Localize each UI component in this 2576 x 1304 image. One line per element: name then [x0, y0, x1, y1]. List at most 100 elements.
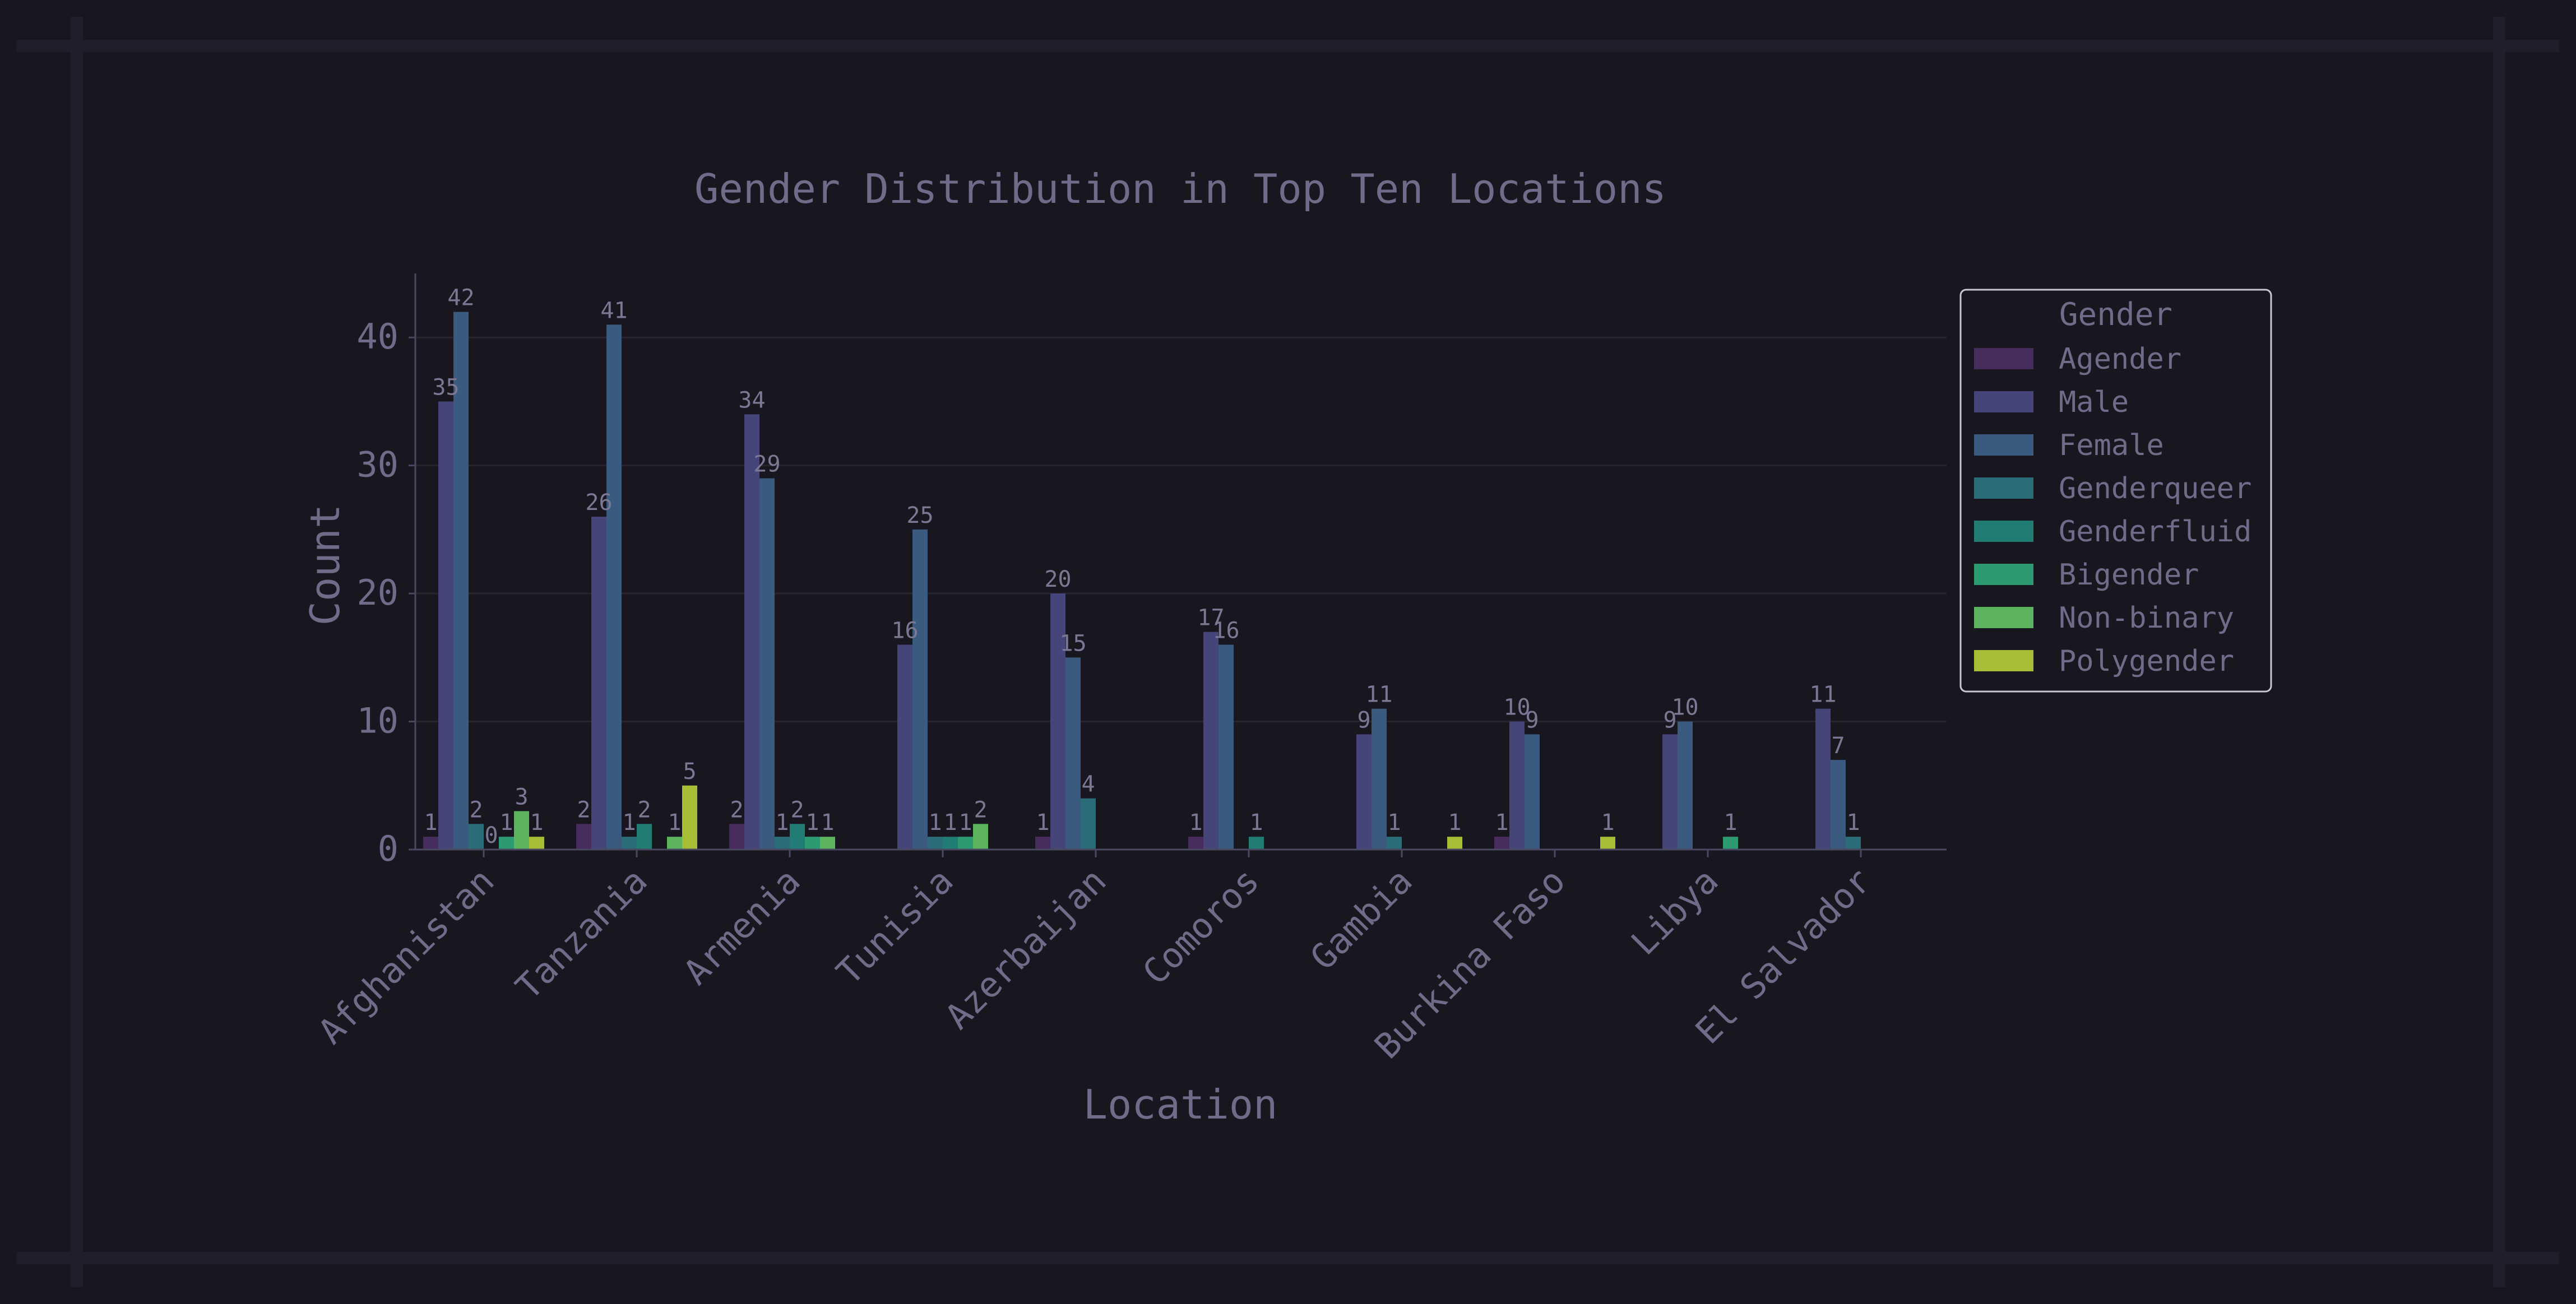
legend-box: [1959, 289, 2272, 693]
data-label: 1: [958, 810, 972, 836]
bar-agender: [423, 837, 438, 850]
data-label: 1: [1601, 810, 1614, 836]
bar-male: [438, 401, 453, 850]
data-label: 1: [1036, 810, 1049, 836]
data-label: 11: [1809, 682, 1836, 708]
bar-non-binary: [973, 824, 988, 850]
bar-male: [897, 644, 912, 850]
data-label: 1: [1723, 810, 1737, 836]
legend: Gender Agender Male Female Genderqueer Gende…: [1959, 289, 2272, 693]
legend-label: Bigender: [2059, 558, 2199, 592]
bars: [423, 312, 1861, 850]
data-label: 16: [891, 618, 918, 643]
y-tick-label: 40: [356, 316, 399, 357]
bar-female: [1065, 657, 1081, 850]
bar-genderfluid: [790, 824, 805, 850]
bar-polygender: [682, 785, 697, 850]
legend-title: Gender: [2059, 296, 2172, 333]
legend-swatch: [1974, 650, 2033, 671]
x-axis-title: Location: [1083, 1081, 1278, 1128]
legend-swatch: [1974, 521, 2033, 542]
data-label: 1: [775, 810, 789, 836]
data-label: 1: [668, 810, 681, 836]
bar-male: [1050, 593, 1065, 850]
data-label: 15: [1059, 630, 1086, 656]
data-label: 1: [1495, 810, 1508, 836]
y-ticks: 0 10 20 30 40: [356, 316, 415, 869]
x-tick-label: Libya: [1623, 860, 1726, 963]
bar-polygender: [1600, 837, 1615, 850]
data-label: 7: [1831, 733, 1845, 759]
data-label: 2: [577, 797, 590, 823]
data-label: 9: [1357, 707, 1370, 733]
bar-female: [606, 324, 622, 850]
x-tick-label: Tunisia: [828, 860, 961, 992]
data-label: 2: [469, 797, 483, 823]
bar-male: [1509, 721, 1525, 850]
data-label: 10: [1503, 695, 1530, 721]
bar-male: [1815, 708, 1831, 850]
legend-swatch: [1974, 348, 2033, 369]
data-label: 9: [1525, 707, 1539, 733]
bar-genderfluid: [943, 837, 958, 850]
bar-female: [1678, 721, 1693, 850]
bar-polygender: [529, 837, 544, 850]
data-label: 35: [432, 374, 459, 400]
bar-non-binary: [820, 837, 835, 850]
legend-label: Polygender: [2059, 644, 2234, 678]
data-label: 34: [738, 387, 765, 413]
bar-female: [1218, 644, 1234, 850]
bar-bigender: [958, 837, 973, 850]
bar-non-binary: [514, 811, 529, 850]
legend-swatch: [1974, 607, 2033, 628]
data-label: 41: [600, 298, 627, 323]
data-label: 1: [622, 810, 636, 836]
bar-female: [453, 312, 469, 850]
x-tick-label: Armenia: [675, 860, 808, 992]
data-label: 1: [1448, 810, 1461, 836]
data-label: 1: [424, 810, 437, 836]
data-label: 2: [730, 797, 743, 823]
data-label: 1: [1189, 810, 1202, 836]
bar-female: [1831, 760, 1846, 850]
data-label: 2: [790, 797, 804, 823]
x-tick-label: Tanzania: [508, 860, 655, 1008]
bar-polygender: [1447, 837, 1462, 850]
bar-female: [1525, 734, 1540, 850]
legend-label: Agender: [2059, 342, 2181, 376]
data-label: 2: [974, 797, 987, 823]
legend-label: Male: [2059, 386, 2129, 419]
data-label: 1: [499, 810, 513, 836]
legend-items: Agender Male Female Genderqueer Genderfluid B…: [1974, 342, 2251, 678]
data-label: 2: [637, 797, 651, 823]
data-label: 3: [515, 784, 528, 810]
bar-male: [1662, 734, 1678, 850]
data-label: 1: [1387, 810, 1401, 836]
bar-male: [744, 414, 759, 850]
y-tick-label: 30: [356, 444, 399, 485]
data-label: 26: [585, 490, 612, 516]
bar-agender: [1035, 837, 1050, 850]
bar-genderfluid: [1249, 837, 1264, 850]
bar-bigender: [805, 837, 820, 850]
bar-genderqueer: [469, 824, 484, 850]
y-tick-label: 10: [356, 700, 399, 741]
data-label: 10: [1671, 695, 1698, 721]
grid: [415, 336, 1947, 723]
data-label: 4: [1081, 772, 1095, 797]
data-label: 1: [530, 810, 543, 836]
data-label: 42: [447, 285, 474, 311]
data-label: 1: [821, 810, 834, 836]
bar-bigender: [499, 837, 514, 850]
x-tick-label: Gambia: [1303, 860, 1420, 978]
bar-female: [1372, 708, 1387, 850]
bar-female: [759, 478, 775, 850]
bar-bigender: [1723, 837, 1738, 850]
bar-non-binary: [667, 837, 682, 850]
data-label: 1: [928, 810, 942, 836]
bar-genderqueer: [1387, 837, 1402, 850]
y-axis-title: Count: [302, 504, 349, 626]
bar-agender: [729, 824, 744, 850]
y-tick-label: 20: [356, 572, 399, 613]
